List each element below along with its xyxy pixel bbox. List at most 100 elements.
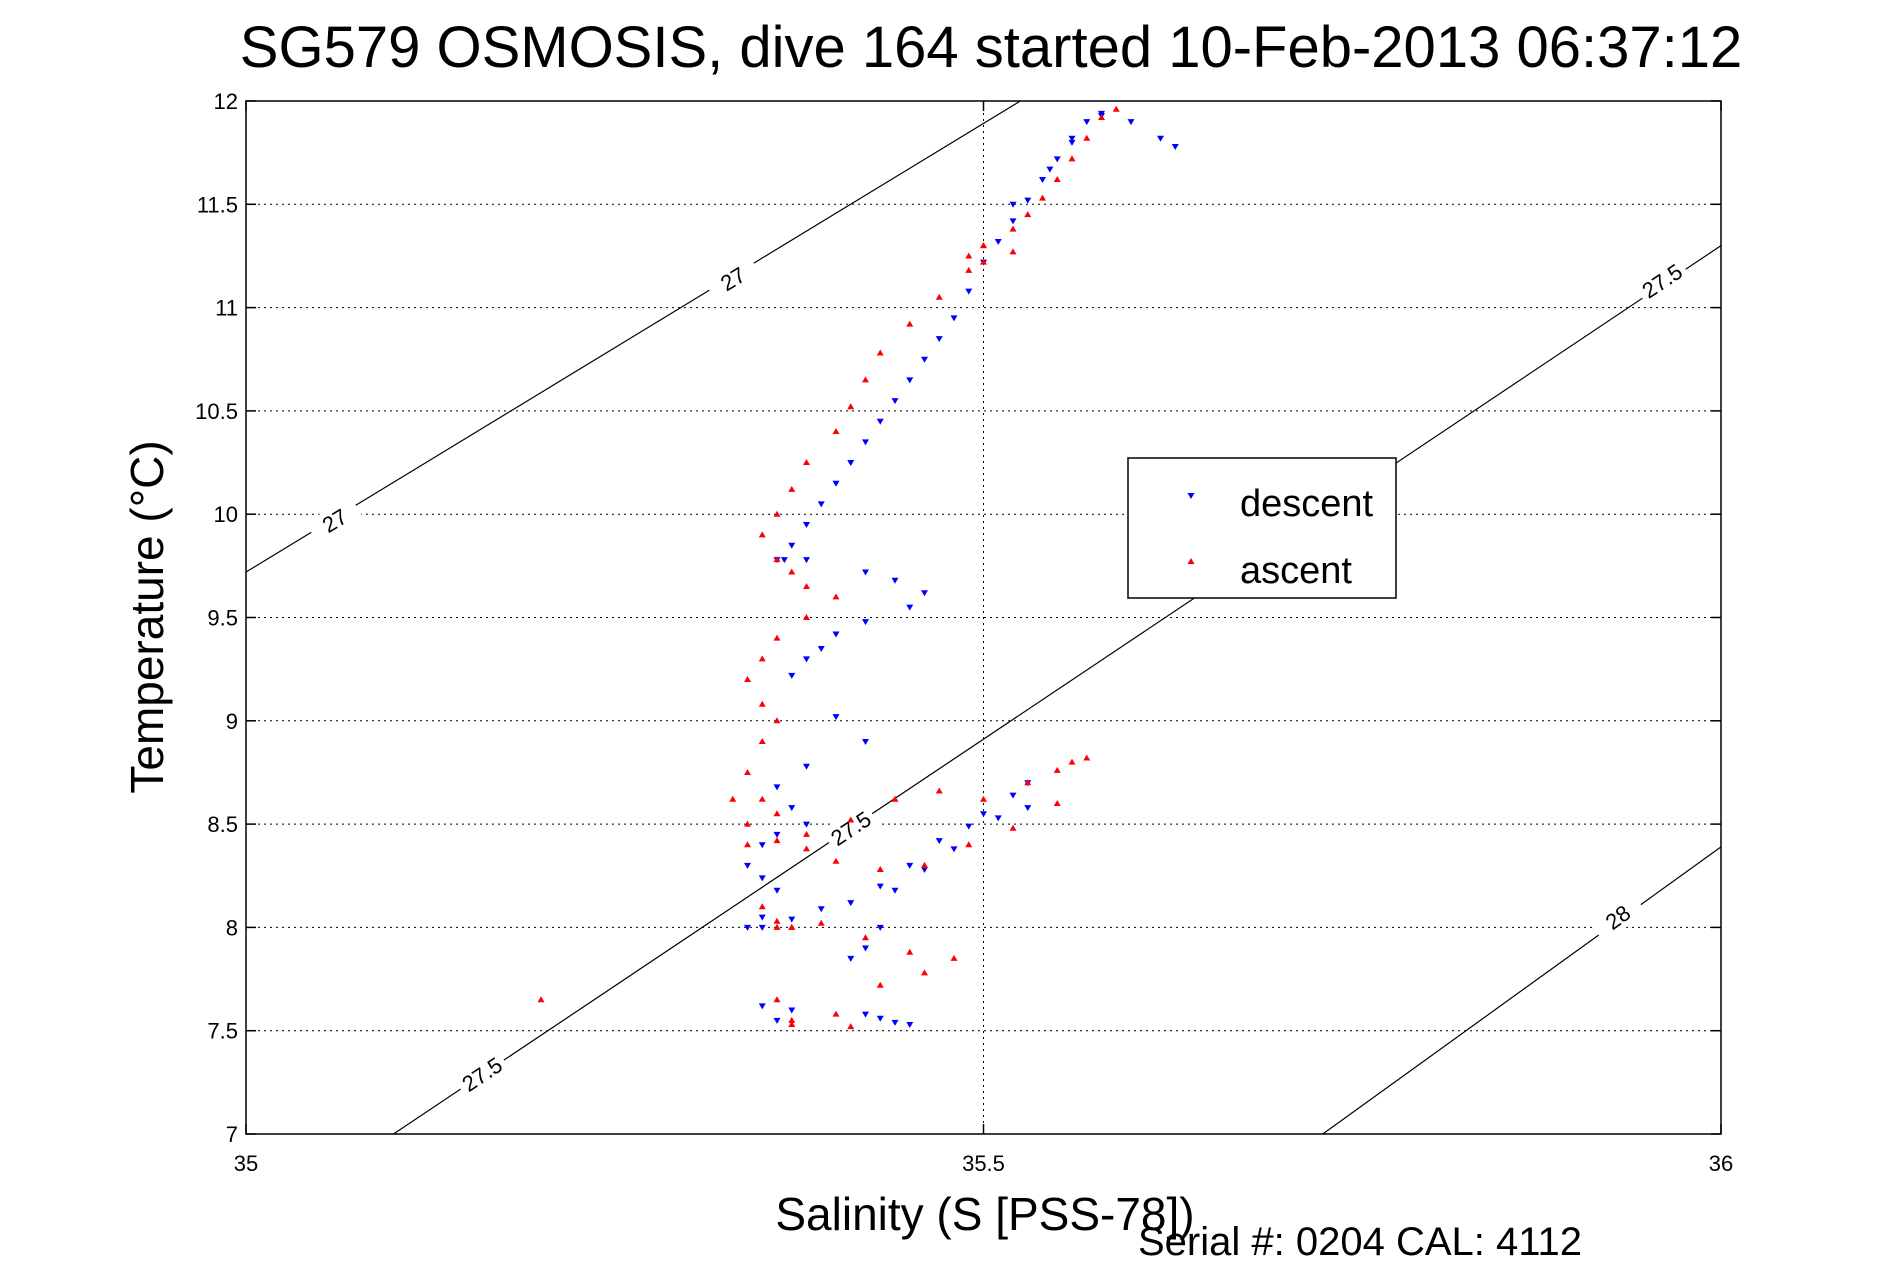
ascent-point — [788, 1016, 796, 1023]
ascent-point — [832, 428, 840, 435]
descent-point — [758, 924, 766, 931]
descent-point — [876, 924, 884, 931]
ascent-point — [773, 556, 781, 563]
descent-point — [1039, 177, 1046, 184]
descent-point — [780, 557, 788, 564]
ascent-point — [950, 954, 958, 961]
ascent-point — [1083, 754, 1091, 761]
ascent-point — [773, 810, 781, 817]
descent-point — [891, 398, 899, 405]
descent-point — [935, 336, 943, 343]
ascent-point — [537, 996, 545, 1003]
y-tick-label: 8.5 — [207, 812, 238, 837]
descent-point — [862, 1011, 869, 1018]
ascent-point — [788, 485, 796, 492]
ascent-point — [906, 948, 914, 955]
descent-point — [803, 522, 810, 529]
descent-point — [950, 846, 958, 853]
descent-point — [862, 569, 869, 576]
descent-point — [773, 887, 781, 894]
descent-point — [1157, 135, 1164, 142]
ascent-point — [1083, 134, 1091, 141]
ascent-point — [862, 934, 869, 941]
ascent-point — [980, 242, 987, 249]
descent-point — [788, 672, 796, 679]
grid-lines — [246, 101, 1721, 1134]
descent-point — [891, 1019, 899, 1026]
descent-point — [876, 418, 884, 425]
ascent-point — [1053, 766, 1061, 773]
ascent-point — [1112, 105, 1120, 112]
descent-point — [803, 763, 810, 770]
ascent-point — [758, 655, 766, 662]
ascent-point — [980, 795, 987, 802]
x-tick-label: 35 — [234, 1151, 258, 1176]
descent-point — [1009, 201, 1017, 208]
descent-point — [803, 656, 810, 663]
descent-point — [788, 542, 796, 549]
ascent-point — [1098, 114, 1105, 121]
descent-point — [1009, 792, 1017, 799]
y-tick-label: 10.5 — [195, 399, 238, 424]
descent-point — [788, 805, 796, 812]
x-axis-ticks: 35 35.5 36 — [234, 101, 1733, 1176]
contour-label-bg — [821, 802, 880, 854]
descent-point — [832, 631, 840, 638]
ascent-point — [758, 700, 766, 707]
x-tick-label: 35.5 — [962, 1151, 1005, 1176]
contour-label-bg — [305, 495, 364, 546]
y-tick-label: 11.5 — [197, 192, 238, 217]
descent-point — [1009, 218, 1017, 225]
ascent-point — [788, 568, 796, 575]
ascent-point — [773, 837, 781, 844]
descent-point — [817, 645, 825, 652]
descent-point — [817, 501, 825, 508]
descent-point — [994, 815, 1002, 822]
descent-point — [891, 887, 899, 894]
descent-point — [1127, 119, 1135, 126]
descent-point — [994, 238, 1002, 245]
ascent-point — [847, 816, 855, 823]
descent-point — [847, 460, 855, 467]
chart-title: SG579 OSMOSIS, dive 164 started 10-Feb-2… — [240, 15, 1742, 80]
ascent-point — [906, 320, 914, 327]
ascent-point — [1024, 779, 1032, 786]
descent-point — [758, 1003, 766, 1010]
ascent-point — [847, 1023, 855, 1030]
descent-point — [906, 1022, 914, 1029]
descent-point — [1068, 135, 1076, 142]
descent-point — [862, 945, 869, 952]
descent-point — [847, 900, 855, 907]
y-axis-label: Temperature (°C) — [121, 440, 173, 793]
ascent-point — [1068, 155, 1076, 162]
descent-point — [758, 914, 766, 921]
ascent-point — [803, 459, 810, 466]
ascent-point — [965, 841, 973, 848]
ascent-point — [1024, 211, 1032, 218]
contour-label-bg — [1589, 891, 1647, 943]
descent-point — [906, 604, 914, 611]
ascent-point — [862, 376, 869, 383]
ascent-point — [729, 795, 737, 802]
ascent-point — [803, 830, 810, 837]
ascent-point — [773, 923, 781, 930]
ascent-point — [876, 866, 884, 873]
descent-point — [921, 356, 928, 363]
contour-label-bg — [703, 254, 762, 304]
ascent-point — [758, 531, 766, 538]
ascent-point — [921, 861, 928, 868]
data-points — [537, 105, 1179, 1030]
ascent-point — [758, 737, 766, 744]
descent-point — [921, 867, 928, 874]
ascent-point — [788, 1021, 796, 1028]
descent-point — [817, 906, 825, 913]
descent-point — [1024, 197, 1032, 204]
descent-point — [921, 590, 928, 597]
descent-point — [1098, 110, 1105, 117]
ascent-point — [1009, 225, 1017, 232]
descent-point — [758, 875, 766, 882]
descent-point — [862, 439, 869, 446]
ascent-point — [773, 634, 781, 641]
legend-ascent-marker — [1187, 558, 1195, 564]
ascent-point — [758, 903, 766, 910]
